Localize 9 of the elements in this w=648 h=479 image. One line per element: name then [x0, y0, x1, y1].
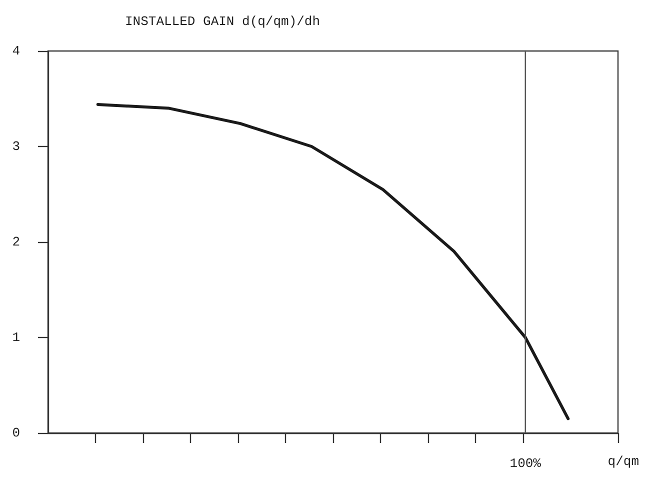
chart-title: INSTALLED GAIN d(q/qm)/dh	[125, 14, 320, 29]
y-tick-label: 3	[12, 139, 20, 154]
x-axis-title: q/qm	[608, 454, 640, 469]
y-tick-label: 4	[12, 44, 20, 58]
x-tick-label: 100%	[510, 456, 542, 471]
line-series	[96, 102, 570, 420]
y-tick-label: 1	[12, 330, 20, 345]
y-tick-label: 0	[12, 426, 20, 440]
y-tick-label: 2	[12, 234, 20, 250]
